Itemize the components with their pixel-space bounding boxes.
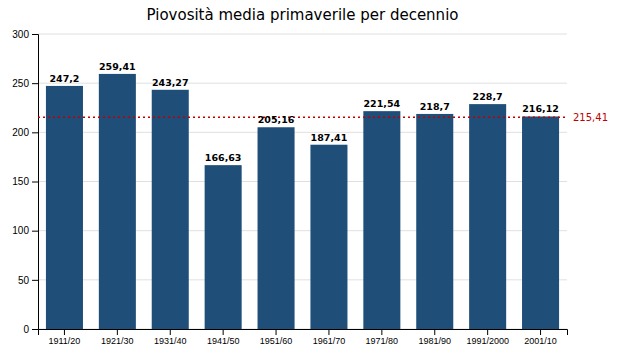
x-tick-mark: [64, 329, 65, 335]
bar: [363, 111, 400, 329]
data-label: 216,12: [522, 103, 559, 114]
x-tick-mark: [117, 329, 118, 335]
bar: [522, 116, 559, 329]
x-tick-label: 1981/90: [418, 336, 451, 346]
y-tick-label: 250: [12, 78, 29, 89]
y-tick: 250: [12, 78, 38, 89]
x-tick-mark: [223, 329, 224, 335]
x-tick-mark: [540, 329, 541, 335]
y-tick-label: 50: [18, 275, 30, 286]
x-tick: 1961/70: [313, 329, 346, 346]
y-tick-label: 100: [12, 225, 29, 236]
y-tick-label: 200: [12, 127, 29, 138]
plot: 0501001502002503001911/201921/301931/401…: [12, 29, 608, 347]
x-tick-label: 1991/2000: [466, 336, 509, 346]
data-label: 205,16: [258, 114, 295, 125]
data-label: 218,7: [420, 101, 450, 112]
x-tick: 1921/30: [101, 329, 134, 346]
y-tick: 300: [12, 29, 38, 40]
grid-line: [38, 34, 567, 35]
x-tick: 1911/20: [49, 329, 81, 346]
bar: [469, 104, 506, 329]
x-tick-label: 1911/20: [49, 336, 81, 346]
bars: [38, 74, 567, 329]
y-axis-line: [32, 35, 39, 330]
y-tick-mark: [32, 182, 38, 183]
grid: [38, 34, 567, 329]
title: Piovosità media primaverile per decennio: [147, 6, 459, 24]
x-tick: 2001/10: [524, 329, 557, 346]
bar: [258, 127, 295, 329]
y-tick-mark: [32, 280, 38, 281]
reference-line: [38, 116, 567, 118]
x-tick: 1981/90: [418, 329, 451, 346]
data-label: 259,41: [99, 61, 136, 72]
x-tick: 1951/60: [260, 329, 293, 346]
bar: [416, 114, 453, 329]
bar: [46, 86, 83, 329]
y-tick-mark: [32, 231, 38, 232]
x-tick-mark: [328, 329, 329, 335]
y-tick-mark: [32, 83, 38, 84]
bar: [152, 90, 189, 329]
data-label: 221,54: [364, 98, 401, 109]
y-tick-label: 300: [12, 29, 29, 40]
y-axis: 0 50 100 150 200 250 300: [12, 29, 38, 335]
data-label: 247,2: [49, 73, 79, 84]
x-tick: 1941/50: [207, 329, 240, 346]
x-axis: 1911/20 1921/30 1931/40 1941/50 1951/60 1961/…: [39, 329, 568, 346]
bar: [310, 145, 347, 329]
x-tick: 1991/2000: [466, 329, 509, 346]
chart: 0501001502002503001911/201921/301931/401…: [0, 0, 617, 355]
x-tick-label: 1921/30: [101, 336, 134, 346]
x-tick-label: 1931/40: [154, 336, 187, 346]
x-axis-line: [39, 330, 568, 336]
data-label: 166,63: [205, 152, 242, 163]
data-label: 228,7: [473, 91, 503, 102]
x-tick-mark: [487, 329, 488, 335]
x-tick-mark: [170, 329, 171, 335]
x-tick-label: 1951/60: [260, 336, 293, 346]
y-tick: 0: [23, 324, 38, 335]
reference-label: 215,41: [573, 112, 608, 123]
y-tick: 100: [12, 225, 38, 236]
data-labels: 247,2 259,41 243,27 166,63 205,16 187,41 221,5…: [49, 61, 558, 163]
y-tick: 50: [18, 275, 38, 286]
x-tick-label: 2001/10: [524, 336, 557, 346]
x-tick-mark: [381, 329, 382, 335]
y-tick: 200: [12, 127, 38, 138]
y-tick-label: 150: [12, 176, 29, 187]
data-label: 187,41: [311, 132, 348, 143]
data-label: 243,27: [152, 77, 189, 88]
bar: [205, 165, 242, 329]
x-tick-label: 1971/80: [366, 336, 399, 346]
y-tick-mark: [32, 329, 38, 330]
y-tick-mark: [32, 34, 38, 35]
y-tick-label: 0: [23, 324, 29, 335]
x-tick: 1971/80: [366, 329, 399, 346]
y-tick: 150: [12, 176, 38, 187]
x-tick: 1931/40: [154, 329, 187, 346]
bar: [99, 74, 136, 329]
x-tick-label: 1961/70: [313, 336, 346, 346]
x-tick-mark: [434, 329, 435, 335]
x-tick-mark: [276, 329, 277, 335]
y-tick-mark: [32, 132, 38, 133]
x-tick-label: 1941/50: [207, 336, 240, 346]
